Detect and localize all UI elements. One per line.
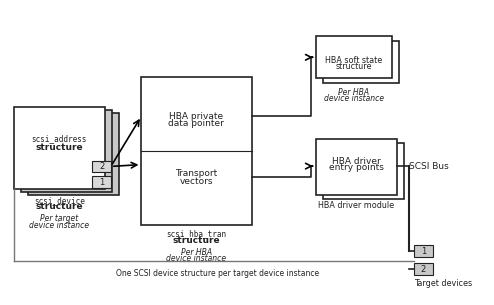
Text: scsi_device: scsi_device: [34, 196, 85, 205]
FancyBboxPatch shape: [316, 139, 397, 195]
Text: Per target: Per target: [40, 214, 79, 224]
Text: HBA driver module: HBA driver module: [318, 202, 394, 210]
Text: structure: structure: [172, 235, 220, 245]
Text: device instance: device instance: [324, 94, 384, 102]
Text: Per HBA: Per HBA: [338, 88, 369, 96]
Text: Transport: Transport: [175, 169, 217, 178]
Text: HBA driver: HBA driver: [331, 157, 380, 166]
FancyBboxPatch shape: [92, 176, 111, 188]
Text: 2: 2: [421, 265, 426, 274]
Text: structure: structure: [335, 62, 372, 71]
FancyBboxPatch shape: [14, 107, 105, 189]
Text: structure: structure: [36, 143, 83, 152]
Text: structure: structure: [36, 202, 83, 211]
FancyBboxPatch shape: [29, 113, 119, 195]
Text: Target devices: Target devices: [414, 279, 473, 289]
Text: One SCSI device structure per target device instance: One SCSI device structure per target dev…: [116, 269, 319, 278]
Text: entry points: entry points: [329, 163, 383, 172]
Text: device instance: device instance: [29, 221, 89, 229]
FancyBboxPatch shape: [92, 161, 111, 172]
FancyBboxPatch shape: [414, 245, 433, 257]
Text: SCSI Bus: SCSI Bus: [409, 162, 449, 170]
Text: scsi_address: scsi_address: [32, 135, 87, 143]
Text: 2: 2: [99, 162, 104, 171]
Text: device instance: device instance: [166, 254, 226, 263]
FancyBboxPatch shape: [323, 41, 399, 83]
Text: Per HBA: Per HBA: [181, 248, 212, 257]
FancyBboxPatch shape: [316, 36, 392, 78]
Text: vectors: vectors: [180, 177, 213, 186]
Text: HBA private: HBA private: [169, 112, 223, 121]
Text: 1: 1: [99, 178, 104, 187]
Text: HBA soft state: HBA soft state: [325, 56, 382, 65]
FancyBboxPatch shape: [21, 110, 112, 192]
FancyBboxPatch shape: [414, 264, 433, 275]
FancyBboxPatch shape: [141, 77, 252, 225]
Text: data pointer: data pointer: [168, 119, 224, 128]
Text: scsi_hba_tran: scsi_hba_tran: [166, 230, 226, 239]
Text: 1: 1: [421, 246, 426, 256]
FancyBboxPatch shape: [323, 143, 404, 199]
